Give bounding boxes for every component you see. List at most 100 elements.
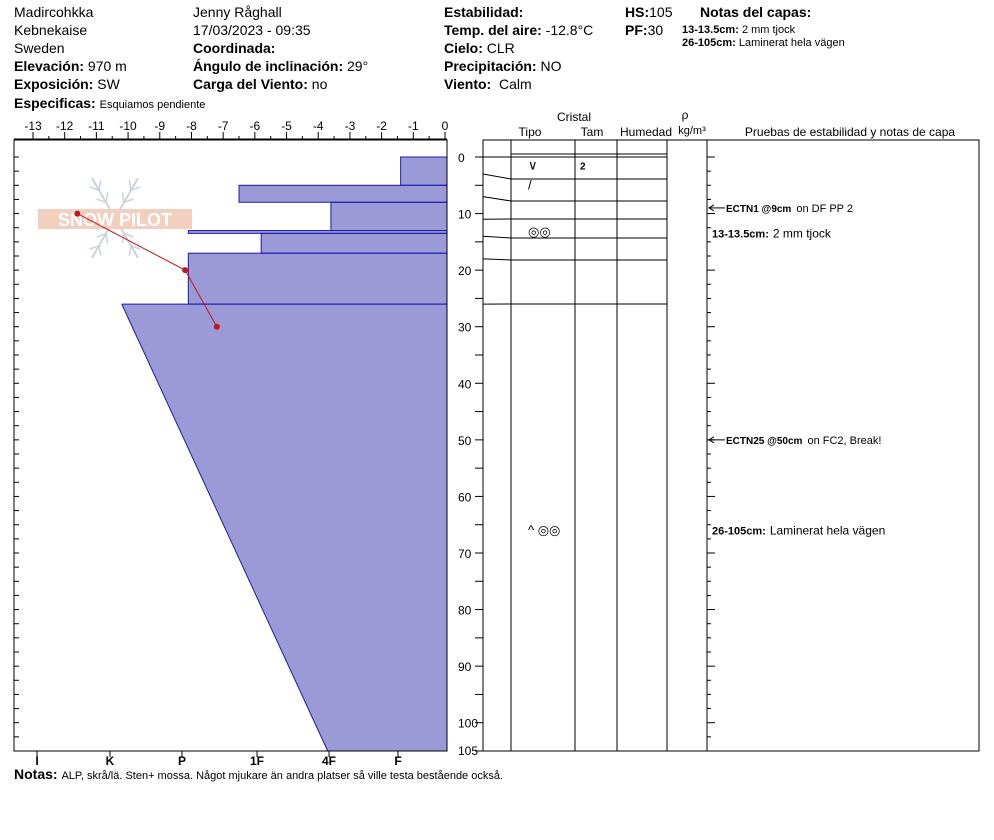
temp-tick-label: -9 <box>154 119 165 133</box>
layer-connector <box>482 235 512 239</box>
hardness-tick-label: K <box>106 754 115 768</box>
hs-row: HS:105 <box>625 4 672 21</box>
depth-label: 80 <box>458 604 472 618</box>
layer-table-frame <box>482 139 980 752</box>
depth-label: 105 <box>458 744 478 758</box>
hs-label: HS: <box>625 4 650 20</box>
observer-name: Jenny Råghall <box>193 4 282 20</box>
layer-notes-title: Notas del capas: <box>700 4 812 20</box>
layer-comment-text: 2 mm tjock <box>773 226 832 240</box>
layer-note-1-range: 13-13.5cm: <box>682 24 739 36</box>
snowflake-branch <box>89 186 100 191</box>
hardness-profile <box>121 157 447 751</box>
layer-note-2-text: Laminerat hela vägen <box>738 37 845 49</box>
slope-value: 29° <box>347 58 369 74</box>
layer-comment: 26-105cm: Laminerat hela vägen <box>712 523 885 537</box>
hardness-tick-label: P <box>178 754 186 768</box>
wind-label: Viento: <box>444 76 492 92</box>
temp-tick-label: -1 <box>408 119 419 133</box>
temperature-point <box>182 267 189 274</box>
crystal-glyph: ∨ <box>528 157 538 172</box>
layer-comment-range: 26-105cm: <box>712 525 766 537</box>
layer-connector <box>482 173 512 180</box>
depth-label: 0 <box>458 151 465 165</box>
notes-label: Notas: <box>14 766 58 782</box>
hardness-tick-label: 1F <box>250 754 264 768</box>
col-header-humedad: Humedad <box>620 125 672 139</box>
temp-tick-label: -7 <box>218 119 229 133</box>
depth-label: 100 <box>458 717 478 731</box>
sky-row: Cielo: CLR <box>444 40 515 57</box>
temp-tick-label: -8 <box>186 119 197 133</box>
aspect-row: Exposición: SW <box>14 76 120 93</box>
snowpilot-watermark: SNOW PILOT <box>38 177 192 259</box>
temperature-point <box>74 210 81 217</box>
hardness-tick-label: F <box>394 754 401 768</box>
elevation-label: Elevación: <box>14 58 85 74</box>
temp-tick-label: -3 <box>345 119 356 133</box>
wind-row: Viento: Calm <box>444 76 532 93</box>
airtemp-label: Temp. del aire: <box>444 22 542 38</box>
slope-row: Ángulo de inclinación: 29° <box>193 58 368 75</box>
notes-value: ALP, skrå/lä. Sten+ mossa. Något mjukare… <box>61 770 504 782</box>
snowflake-branch <box>105 192 109 203</box>
specifics-row: Especificas: Esquiamos pendiente <box>14 95 205 112</box>
slope-label: Ángulo de inclinación: <box>193 58 344 74</box>
layer-note-2-range: 26-105cm: <box>682 37 736 49</box>
stability-test-desc: on FC2, Break! <box>807 435 881 447</box>
coordinates-label: Coordinada: <box>193 40 276 56</box>
temperature-point <box>213 323 220 330</box>
region-name: Kebnekaise <box>14 22 88 38</box>
hardness-tick-label: I <box>35 754 38 768</box>
snowflake-branch <box>123 232 134 238</box>
depth-label: 20 <box>458 264 472 278</box>
airtemp-row: Temp. del aire: -12.8°C <box>444 22 593 39</box>
windload-value: no <box>311 76 328 92</box>
stability-arrow-head <box>708 204 715 212</box>
sky-value: CLR <box>486 40 515 56</box>
col-header-rho: ρ <box>682 108 689 122</box>
snowflake-branch <box>121 192 125 203</box>
specifics-label: Especificas: <box>14 95 96 111</box>
location-name: Madircohkka <box>14 4 94 20</box>
stability-test-desc: on DF PP 2 <box>796 203 853 215</box>
precip-value: NO <box>540 58 562 74</box>
crystal-size: 2 <box>580 161 586 172</box>
stability-test-code: ECTN1 @9cm <box>726 204 791 215</box>
temp-tick-label: -12 <box>56 119 74 133</box>
watermark-text: SNOW PILOT <box>58 210 172 230</box>
temp-tick-label: -5 <box>281 119 292 133</box>
col-header-density-unit: kg/m³ <box>678 125 706 137</box>
hardness-layer-edge <box>121 303 329 752</box>
crystal-glyph: / <box>528 177 532 192</box>
snowflake-branch <box>98 245 102 256</box>
snowflake-branch <box>96 232 107 238</box>
layer-connector <box>482 196 512 202</box>
pf-row: PF:30 <box>625 22 663 39</box>
temp-tick-label: -11 <box>88 119 105 133</box>
depth-label: 90 <box>458 660 472 674</box>
temp-tick-label: -10 <box>119 119 137 133</box>
col-header-cristal: Cristal <box>557 110 591 124</box>
notes-row: Notas: ALP, skrå/lä. Sten+ mossa. Något … <box>14 766 503 783</box>
precip-label: Precipitación: <box>444 58 537 74</box>
depth-label: 70 <box>458 547 472 561</box>
snowflake-branch <box>130 245 141 250</box>
snowflake-branch <box>89 245 100 250</box>
stability-test: ECTN1 @9cm on DF PP 2 <box>726 203 853 215</box>
temp-tick-label: -2 <box>376 119 387 133</box>
col-header-tipo: Tipo <box>519 125 542 139</box>
stability-test-code: ECTN25 @50cm <box>726 436 803 447</box>
wind-value: Calm <box>498 76 532 92</box>
specifics-value: Esquiamos pendiente <box>99 99 206 111</box>
layer-connector <box>482 258 512 261</box>
windload-row: Carga del Viento: no <box>193 76 327 93</box>
temp-tick-label: -13 <box>24 119 42 133</box>
layer-comment-range: 13-13.5cm: <box>712 228 769 240</box>
depth-label: 50 <box>458 434 472 448</box>
windload-label: Carga del Viento: <box>193 76 308 92</box>
depth-label: 30 <box>458 321 472 335</box>
snowflake-branch <box>98 180 102 191</box>
layer-comment: 13-13.5cm: 2 mm tjock <box>712 226 832 240</box>
